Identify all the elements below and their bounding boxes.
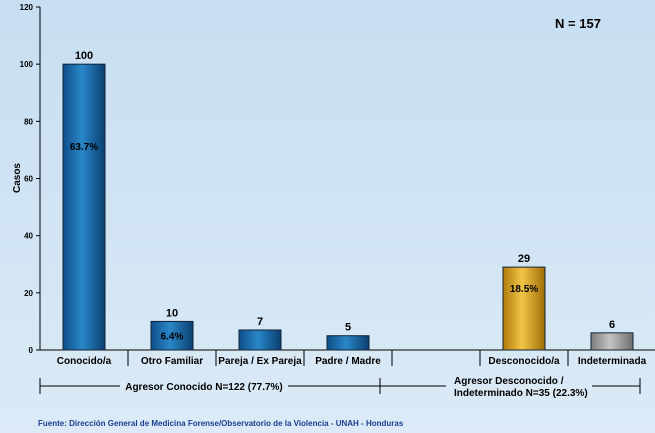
group-label-known: Agresor Conocido N=122 (77.7%) [125, 382, 283, 393]
x-category-label: Conocido/a [57, 356, 112, 367]
y-axis-label: Casos [12, 163, 23, 193]
bar-indeterminada [590, 332, 634, 351]
y-tick-label: 20 [24, 289, 33, 298]
y-ticks: 0 20 40 60 80 100 120 [20, 3, 40, 355]
bar-value-label: 6 [609, 319, 615, 331]
x-category-label: Otro Familiar [141, 356, 203, 367]
y-tick-label: 60 [24, 175, 33, 184]
bar-otro-familiar [150, 320, 194, 351]
group-label-unknown-line2: Indeterminado N=35 (22.3%) [454, 388, 588, 399]
x-category-label: Desconocido/a [488, 356, 560, 367]
bar-desconocido-a [502, 266, 546, 351]
bar-percent-label: 63.7% [70, 142, 98, 153]
source-note: Fuente: Dirección General de Medicina Fo… [38, 419, 404, 428]
y-tick-label: 80 [24, 117, 33, 126]
x-category-label: Pareja / Ex Pareja [218, 356, 302, 367]
y-tick-label: 120 [20, 3, 34, 12]
x-category-label: Padre / Madre [315, 356, 381, 367]
y-tick-label: 40 [24, 232, 33, 241]
group-bracket-unknown: Agresor Desconocido / Indeterminado N=35… [380, 376, 641, 399]
bar-percent-label: 6.4% [161, 332, 184, 343]
y-tick-label: 0 [29, 346, 34, 355]
x-category-label: Indeterminada [578, 356, 647, 367]
bar-conocido-a [62, 63, 106, 351]
group-label-unknown-line1: Agresor Desconocido / [454, 376, 564, 387]
bar-value-label: 5 [345, 322, 351, 334]
sample-size-annotation: N = 157 [555, 16, 601, 31]
bar-value-label: 29 [518, 253, 530, 265]
bar-percent-label: 18.5% [510, 284, 538, 295]
bar-padre-madre [326, 335, 370, 351]
bar-value-label: 10 [166, 307, 178, 319]
group-bracket-known: Agresor Conocido N=122 (77.7%) [39, 378, 381, 394]
bar-value-label: 7 [257, 316, 263, 328]
bars: 100 63.7% Conocido/a 10 6.4% Otro Familiar 7 Pa… [57, 50, 647, 367]
bar-value-label: 100 [75, 50, 93, 62]
y-tick-label: 100 [20, 60, 34, 69]
bar-pareja-ex-pareja [238, 329, 282, 351]
